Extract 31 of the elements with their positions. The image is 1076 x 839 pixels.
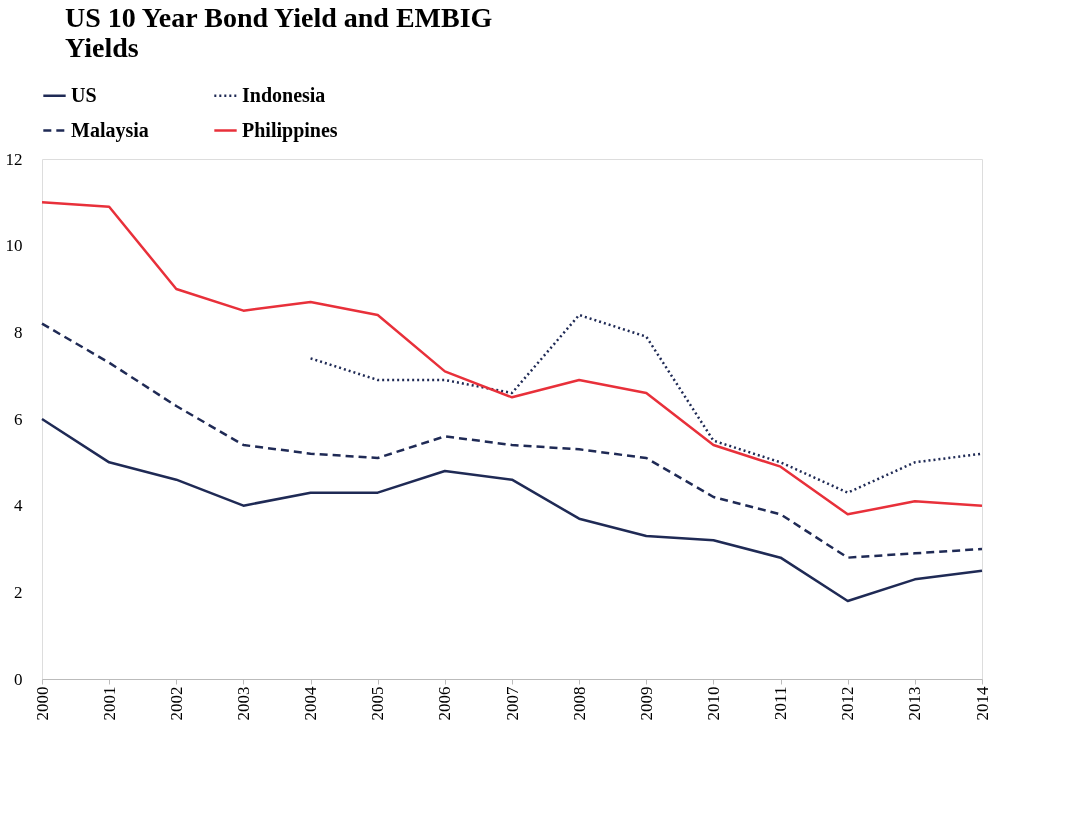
x-tick-label: 2011 bbox=[771, 686, 791, 720]
legend-label: Malaysia bbox=[71, 118, 149, 142]
x-tick-label: 2002 bbox=[166, 686, 186, 721]
x-tick-label: 2005 bbox=[368, 686, 388, 721]
line-series bbox=[40, 322, 984, 559]
x-tick-label: 2014 bbox=[972, 686, 992, 721]
x-tick-label: 2007 bbox=[502, 686, 522, 721]
y-tick-label: 2 bbox=[14, 582, 23, 602]
y-tick-label: 8 bbox=[14, 322, 23, 342]
legend-label: US bbox=[71, 83, 97, 106]
y-tick-label: 0 bbox=[14, 669, 23, 689]
y-tick-label: 12 bbox=[5, 149, 23, 169]
x-tick-label: 2010 bbox=[703, 686, 723, 721]
x-tick-label: 2003 bbox=[233, 686, 253, 721]
x-tick-label: 2004 bbox=[301, 686, 321, 721]
x-tick-label: 2012 bbox=[838, 686, 858, 721]
x-tick-label: 2013 bbox=[905, 686, 925, 721]
x-tick-label: 2001 bbox=[99, 686, 119, 721]
x-tick-label: 2006 bbox=[435, 686, 455, 721]
x-tick-label: 2000 bbox=[32, 686, 52, 721]
legend-label: Indonesia bbox=[242, 83, 326, 106]
legend-label: Philippines bbox=[242, 118, 338, 142]
y-tick-label: 6 bbox=[14, 409, 23, 429]
line-series bbox=[40, 417, 984, 603]
line-series bbox=[40, 201, 984, 516]
x-tick-label: 2008 bbox=[569, 686, 589, 721]
y-tick-label: 10 bbox=[5, 236, 23, 256]
text: Yields bbox=[65, 32, 139, 63]
y-tick-label: 4 bbox=[14, 496, 23, 516]
text: US 10 Year Bond Yield and EMBIG bbox=[65, 2, 493, 33]
x-tick-label: 2009 bbox=[636, 686, 656, 721]
